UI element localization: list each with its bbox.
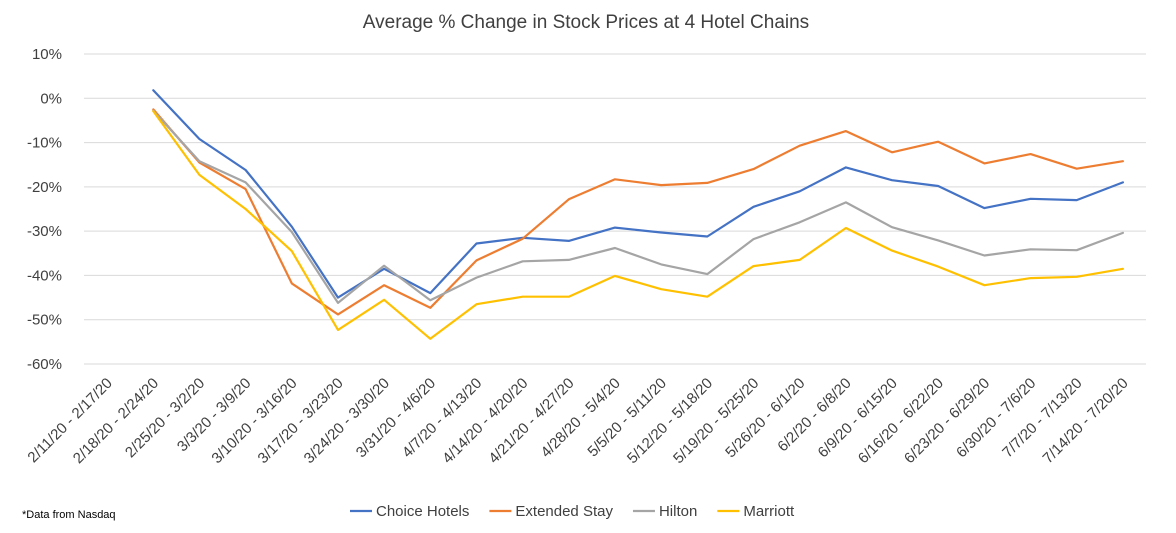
x-tick-label: 4/7/20 - 4/13/20 bbox=[399, 375, 485, 461]
legend: Choice Hotels Extended Stay Hilton Marriott bbox=[350, 503, 795, 520]
x-tick-label: 2/25/20 - 3/2/20 bbox=[122, 375, 208, 461]
x-tick-label: 3/10/20 - 3/16/20 bbox=[208, 375, 300, 467]
x-tick-label: 3/17/20 - 3/23/20 bbox=[255, 375, 347, 467]
y-tick-label: -50% bbox=[27, 312, 62, 329]
x-tick-label: 7/7/20 - 7/13/20 bbox=[999, 375, 1085, 461]
y-tick-label: 10% bbox=[32, 46, 62, 63]
y-tick-label: 0% bbox=[40, 90, 62, 107]
y-tick-label: -20% bbox=[27, 179, 62, 196]
footnote: *Data from Nasdaq bbox=[22, 509, 116, 521]
legend-label-hilton: Hilton bbox=[659, 503, 697, 520]
y-axis-ticks: 10% 0% -10% -20% -30% -40% -50% -60% bbox=[27, 46, 62, 373]
x-tick-label: 2/11/20 - 2/17/20 bbox=[24, 375, 115, 466]
legend-label-marriott: Marriott bbox=[743, 503, 795, 520]
series-line-choice-hotels bbox=[152, 89, 1124, 299]
y-tick-label: -40% bbox=[27, 267, 62, 284]
x-tick-label: 5/19/20 - 5/25/20 bbox=[670, 375, 762, 467]
series-line-extended-stay bbox=[152, 108, 1124, 316]
x-tick-label: 4/21/20 - 4/27/20 bbox=[485, 375, 577, 467]
x-tick-label: 5/12/20 - 5/18/20 bbox=[624, 375, 716, 467]
y-tick-label: -10% bbox=[27, 135, 62, 152]
gridlines bbox=[84, 53, 1146, 365]
x-tick-label: 4/28/20 - 5/4/20 bbox=[537, 375, 623, 461]
x-tick-label: 6/23/20 - 6/29/20 bbox=[901, 375, 993, 467]
chart-title: Average % Change in Stock Prices at 4 Ho… bbox=[363, 12, 809, 33]
x-tick-label: 6/9/20 - 6/15/20 bbox=[815, 375, 901, 461]
series-line-hilton bbox=[152, 109, 1124, 304]
x-tick-label: 3/31/20 - 4/6/20 bbox=[353, 375, 439, 461]
x-axis-ticks: 2/11/20 - 2/17/202/18/20 - 2/24/202/25/2… bbox=[24, 375, 1131, 467]
x-tick-label: 2/18/20 - 2/24/20 bbox=[70, 375, 162, 467]
legend-label-extended-stay: Extended Stay bbox=[515, 503, 613, 520]
x-tick-label: 6/16/20 - 6/22/20 bbox=[855, 375, 947, 467]
x-tick-label: 4/14/20 - 4/20/20 bbox=[439, 375, 531, 467]
x-tick-label: 5/26/20 - 6/1/20 bbox=[722, 375, 808, 461]
x-tick-label: 3/24/20 - 3/30/20 bbox=[301, 375, 393, 467]
series-line-marriott bbox=[152, 110, 1124, 340]
x-tick-label: 7/14/20 - 7/20/20 bbox=[1040, 375, 1132, 467]
y-tick-label: -60% bbox=[27, 356, 62, 373]
x-tick-label: 5/5/20 - 5/11/20 bbox=[584, 375, 670, 461]
x-tick-label: 6/30/20 - 7/6/20 bbox=[953, 375, 1039, 461]
legend-label-choice-hotels: Choice Hotels bbox=[376, 503, 469, 520]
series-lines bbox=[152, 89, 1124, 340]
y-tick-label: -30% bbox=[27, 223, 62, 240]
